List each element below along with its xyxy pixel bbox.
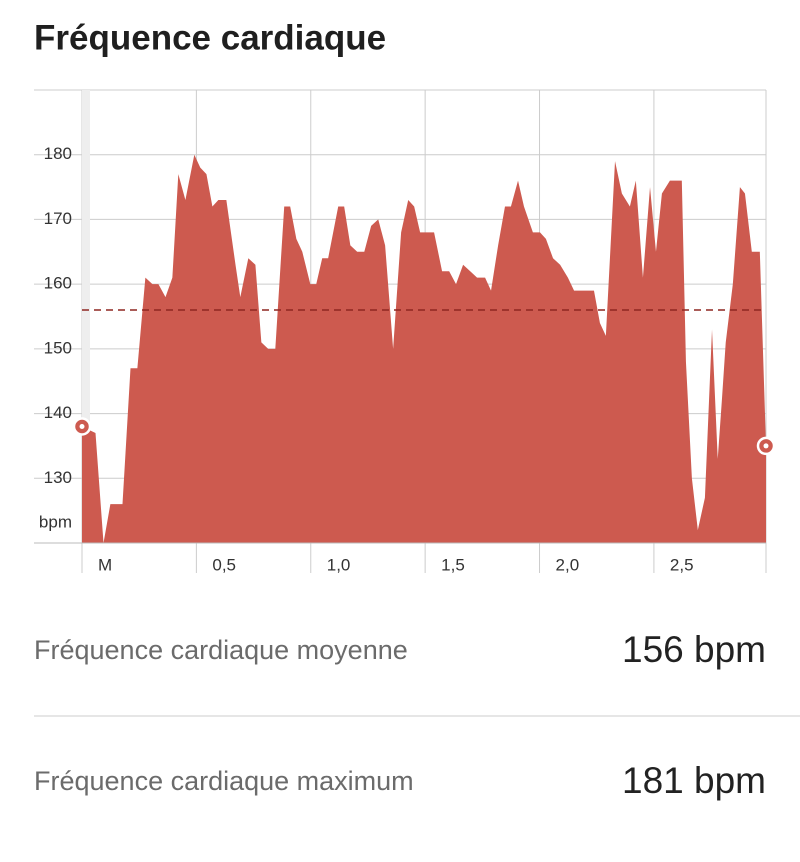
x-tick-label: 1,5: [441, 555, 465, 574]
x-tick-label: 2,5: [670, 555, 694, 574]
start-band: [82, 90, 90, 543]
y-tick-label: 140: [44, 403, 72, 422]
stat-label: Fréquence cardiaque moyenne: [34, 635, 408, 665]
y-tick-label: 160: [44, 274, 72, 293]
y-tick-label: 170: [44, 209, 72, 228]
x-tick-label: 2,0: [556, 555, 580, 574]
stat-label: Fréquence cardiaque maximum: [34, 766, 414, 796]
x-tick-label: M: [98, 555, 112, 574]
endpoint-dot: [79, 424, 85, 430]
x-tick-label: 0,5: [212, 555, 236, 574]
y-tick-label: 150: [44, 338, 72, 357]
x-tick-label: 1,0: [327, 555, 351, 574]
endpoint-dot: [763, 443, 769, 449]
stat-value: 181 bpm: [622, 760, 766, 801]
heart-rate-area: [82, 154, 766, 543]
y-tick-label: 180: [44, 144, 72, 163]
y-tick-label: 130: [44, 468, 72, 487]
stat-value: 156 bpm: [622, 629, 766, 670]
y-unit-label: bpm: [39, 512, 72, 531]
title: Fréquence cardiaque: [34, 18, 386, 57]
